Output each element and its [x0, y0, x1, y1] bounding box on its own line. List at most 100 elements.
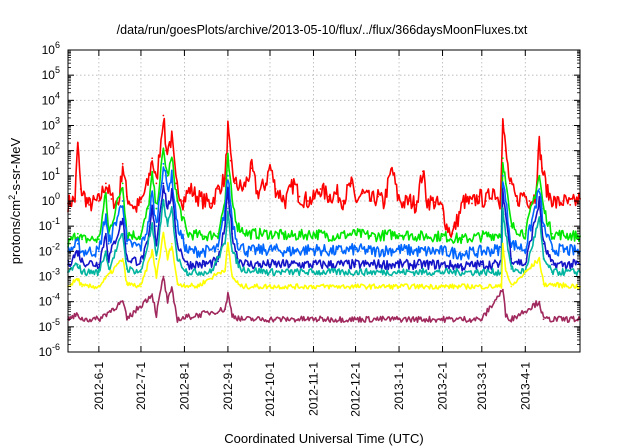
data-point	[504, 268, 507, 270]
y-axis-title-base: protons/cm	[8, 200, 23, 264]
data-point	[398, 271, 400, 273]
x-tick-label: 2012-7-1	[134, 362, 148, 410]
y-tick-label-base: 10	[42, 43, 56, 57]
y-tick-label-base: 10	[39, 244, 53, 258]
data-point	[354, 318, 357, 321]
data-point	[162, 232, 165, 235]
data-point	[445, 225, 448, 228]
y-tick-label: 101	[42, 166, 60, 183]
data-point	[480, 285, 483, 288]
data-point	[510, 268, 513, 270]
data-point	[510, 285, 513, 288]
data-point	[332, 235, 335, 238]
data-point	[155, 182, 158, 185]
data-point	[538, 300, 541, 303]
data-point	[227, 293, 229, 295]
data-point	[140, 271, 142, 273]
data-point	[189, 188, 191, 190]
data-point	[140, 235, 142, 238]
data-point	[140, 285, 142, 288]
data-point	[441, 207, 444, 210]
data-point	[391, 167, 393, 170]
data-point	[76, 263, 79, 266]
y-axis-title-tail: -s-sr-MeV	[8, 137, 23, 194]
data-point	[227, 207, 229, 210]
data-point	[480, 250, 483, 253]
data-point	[551, 232, 553, 235]
data-point	[312, 263, 315, 266]
y-tick-label: 10-2	[39, 241, 60, 258]
data-point	[551, 271, 553, 273]
data-point	[504, 213, 507, 216]
data-point	[538, 174, 541, 177]
data-point	[126, 195, 128, 198]
y-tick-label: 100	[42, 191, 60, 208]
data-point	[396, 195, 399, 198]
data-point	[170, 174, 173, 177]
y-tick-label-exponent: -4	[52, 292, 60, 302]
y-tick-label-exponent: -3	[52, 267, 60, 277]
y-tick-label-exponent: 0	[55, 191, 60, 201]
data-point	[170, 207, 173, 210]
data-point	[88, 203, 90, 206]
y-tick-label-base: 10	[39, 345, 53, 359]
data-point	[542, 207, 545, 210]
data-point	[227, 157, 229, 160]
data-point	[210, 202, 212, 205]
data-point	[374, 235, 377, 238]
series-line	[67, 231, 581, 290]
data-point	[162, 275, 165, 278]
y-tick-labels: 10-610-510-410-310-210-11001011021031041…	[39, 40, 60, 359]
data-point	[332, 263, 335, 266]
data-point	[126, 258, 128, 260]
data-point	[480, 318, 483, 321]
data-point	[499, 200, 501, 202]
data-point	[433, 201, 436, 204]
data-point	[269, 318, 271, 321]
x-tick-label: 2012-12-1	[349, 362, 363, 417]
data-point	[501, 288, 504, 291]
data-point	[151, 157, 154, 160]
data-point	[562, 200, 565, 202]
data-point	[147, 182, 149, 185]
data-point	[170, 137, 173, 140]
data-point	[298, 195, 301, 198]
data-point	[76, 250, 79, 253]
data-point	[538, 200, 541, 202]
data-point	[377, 195, 379, 198]
y-tick-label: 10-1	[39, 216, 60, 233]
data-point	[162, 182, 165, 185]
data-point	[541, 167, 544, 170]
data-point	[524, 248, 527, 251]
data-point	[288, 235, 291, 238]
data-point	[162, 162, 165, 165]
data-point	[269, 271, 271, 273]
data-point	[97, 200, 100, 202]
data-point	[170, 288, 173, 291]
data-point	[147, 207, 149, 210]
data-point	[231, 232, 234, 235]
data-point	[196, 285, 198, 288]
data-point	[231, 250, 234, 253]
data-point	[182, 200, 184, 202]
data-point	[176, 318, 179, 321]
data-point	[538, 217, 541, 220]
x-tick-label: 2012-11-1	[306, 362, 320, 416]
x-tick-label: 2012-9-1	[221, 362, 235, 410]
data-point	[151, 225, 154, 228]
y-tick-label-base: 10	[39, 219, 53, 233]
data-point	[151, 192, 154, 195]
data-point	[162, 114, 165, 117]
data-point	[312, 318, 315, 321]
series-line	[67, 147, 581, 248]
data-point	[555, 202, 558, 205]
x-tick-label: 2012-8-1	[177, 362, 191, 410]
data-point	[229, 159, 232, 162]
y-tick-label-base: 10	[39, 295, 53, 309]
data-point	[246, 250, 249, 253]
y-tick-label: 10-5	[39, 317, 60, 334]
data-point	[186, 250, 189, 253]
data-point	[312, 198, 315, 200]
data-point	[176, 200, 179, 202]
data-point	[121, 200, 124, 202]
